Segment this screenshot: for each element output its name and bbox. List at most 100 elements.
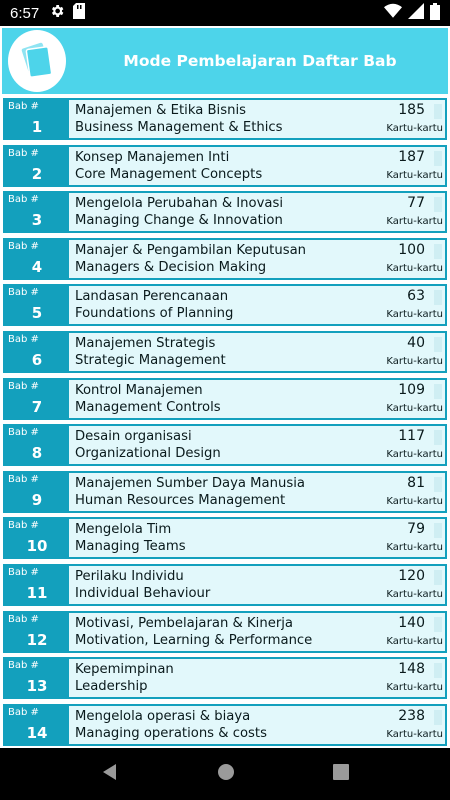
progress-indicator bbox=[434, 104, 442, 119]
card-count-label: Kartu-kartu bbox=[386, 589, 443, 600]
chapter-title-en: Leadership bbox=[75, 679, 148, 695]
chapter-label: Bab # bbox=[8, 706, 39, 718]
signal-icon bbox=[408, 3, 424, 23]
chapter-row[interactable]: Bab # 4 Manajer & Pengambilan Keputusan Man… bbox=[3, 237, 447, 280]
card-count-label: Kartu-kartu bbox=[386, 262, 443, 274]
card-count-label: Kartu-kartu bbox=[386, 309, 443, 321]
chapter-row[interactable]: Bab # 1 Manajemen & Etika Bisnis Business M… bbox=[3, 98, 447, 140]
navigation-bar bbox=[0, 748, 450, 800]
chapter-title-id: Kontrol Manajemen bbox=[75, 382, 203, 398]
progress-indicator bbox=[434, 197, 442, 213]
chapter-number-badge: Bab # 13 bbox=[5, 659, 69, 698]
progress-indicator bbox=[434, 383, 442, 399]
chapter-row[interactable]: Bab # 9 Manajemen Sumber Daya Manusia Human… bbox=[3, 470, 447, 513]
progress-indicator bbox=[434, 570, 442, 585]
progress-indicator bbox=[434, 616, 442, 632]
chapter-label: Bab # bbox=[8, 101, 39, 112]
chapter-number: 4 bbox=[31, 257, 43, 276]
card-count: 187 bbox=[398, 148, 425, 165]
card-count: 77 bbox=[407, 195, 425, 212]
progress-indicator bbox=[434, 709, 442, 725]
card-count: 109 bbox=[398, 381, 425, 398]
recents-icon[interactable] bbox=[333, 764, 349, 784]
chapter-title-en: Managing operations & costs bbox=[75, 725, 267, 741]
chapter-title-id: Mengelola operasi & biaya bbox=[75, 708, 251, 724]
chapter-row[interactable]: Bab # 13 Kepemimpinan Leadership 148 Kartu-ka… bbox=[3, 657, 447, 700]
chapter-titles: Perilaku Individu Individual Behaviour bbox=[75, 568, 375, 602]
card-count-label: Kartu-kartu bbox=[386, 169, 443, 181]
chapter-row[interactable]: Bab # 8 Desain organisasi Organizational De… bbox=[3, 424, 447, 467]
back-icon[interactable] bbox=[101, 763, 119, 785]
chapter-row[interactable]: Bab # 3 Mengelola Perubahan & Inovasi Manag… bbox=[3, 191, 447, 234]
status-time: 6:57 bbox=[10, 4, 40, 22]
home-icon[interactable] bbox=[217, 763, 235, 785]
chapter-title-en: Managers & Decision Making bbox=[75, 259, 267, 275]
card-count-label: Kartu-kartu bbox=[386, 449, 443, 461]
chapter-title-en: Core Management Concepts bbox=[75, 166, 263, 182]
status-bar: 6:57 bbox=[0, 0, 450, 26]
card-count: 81 bbox=[407, 474, 425, 491]
card-count-label: Kartu-kartu bbox=[386, 635, 443, 647]
card-count-label: Kartu-kartu bbox=[386, 356, 443, 367]
chapter-number: 7 bbox=[31, 397, 43, 416]
chapter-row-body: Bab # 4 Manajer & Pengambilan Keputusan Man… bbox=[5, 239, 445, 278]
progress-indicator bbox=[434, 523, 442, 539]
chapter-row[interactable]: Bab # 6 Manajemen Strategis Strategic Manag… bbox=[3, 331, 447, 373]
chapter-row[interactable]: Bab # 2 Konsep Manajemen Inti Core Manageme… bbox=[3, 144, 447, 187]
chapter-row[interactable]: Bab # 12 Motivasi, Pembelajaran & Kinerja M… bbox=[3, 610, 447, 653]
chapter-number: 1 bbox=[31, 118, 43, 136]
chapter-title-id: Perilaku Individu bbox=[75, 569, 184, 584]
chapter-label: Bab # bbox=[8, 147, 39, 159]
chapter-row[interactable]: Bab # 5 Landasan Perencanaan Foundations of… bbox=[3, 284, 447, 327]
chapter-number-badge: Bab # 12 bbox=[5, 612, 69, 651]
chapter-row[interactable]: Bab # 7 Kontrol Manajemen Management Contro… bbox=[3, 377, 447, 420]
chapter-titles: Desain organisasi Organizational Design bbox=[75, 428, 375, 462]
chapter-row[interactable]: Bab # 14 Mengelola operasi & biaya Managing… bbox=[3, 703, 447, 746]
chapter-title-en: Individual Behaviour bbox=[75, 586, 211, 601]
chapter-title-en: Managing Teams bbox=[75, 539, 186, 555]
progress-indicator bbox=[434, 476, 442, 492]
app-header: Mode Pembelajaran Daftar Bab bbox=[2, 28, 448, 94]
chapter-number: 2 bbox=[31, 164, 43, 183]
chapter-number-badge: Bab # 2 bbox=[5, 146, 69, 185]
card-count: 185 bbox=[398, 102, 425, 118]
chapter-row[interactable]: Bab # 11 Perilaku Individu Individual Behav… bbox=[3, 564, 447, 606]
chapter-row-body: Bab # 12 Motivasi, Pembelajaran & Kinerja M… bbox=[5, 612, 445, 651]
chapter-label: Bab # bbox=[8, 567, 39, 578]
chapter-number: 9 bbox=[31, 490, 43, 509]
chapter-label: Bab # bbox=[8, 613, 39, 625]
progress-indicator bbox=[434, 337, 442, 352]
chapter-titles: Mengelola Tim Managing Teams bbox=[75, 521, 375, 555]
chapter-row[interactable]: Bab # 10 Mengelola Tim Managing Teams 79 Kart… bbox=[3, 517, 447, 560]
chapter-number: 12 bbox=[26, 630, 48, 649]
chapter-row-body: Bab # 8 Desain organisasi Organizational De… bbox=[5, 426, 445, 465]
chapter-row-body: Bab # 6 Manajemen Strategis Strategic Manag… bbox=[5, 333, 445, 371]
app-screen: Mode Pembelajaran Daftar Bab Bab # 1 Manaj… bbox=[0, 26, 450, 748]
gear-icon bbox=[49, 3, 65, 23]
chapter-title-id: Mengelola Tim bbox=[75, 522, 172, 538]
chapter-row-body: Bab # 3 Mengelola Perubahan & Inovasi Manag… bbox=[5, 193, 445, 232]
chapter-title-id: Manajemen Sumber Daya Manusia bbox=[75, 475, 305, 491]
chapter-number-badge: Bab # 3 bbox=[5, 193, 69, 232]
chapter-row-body: Bab # 5 Landasan Perencanaan Foundations of… bbox=[5, 286, 445, 325]
card-count: 40 bbox=[407, 335, 425, 351]
chapter-title-id: Manajemen & Etika Bisnis bbox=[75, 103, 246, 118]
chapter-number-badge: Bab # 14 bbox=[5, 705, 69, 744]
card-count: 140 bbox=[398, 614, 425, 631]
chapter-row-body: Bab # 7 Kontrol Manajemen Management Contro… bbox=[5, 379, 445, 418]
chapter-number: 5 bbox=[31, 304, 43, 323]
chapter-number: 3 bbox=[31, 211, 43, 230]
chapter-titles: Mengelola operasi & biaya Managing operat… bbox=[75, 708, 375, 742]
card-count: 148 bbox=[398, 661, 425, 678]
chapter-number: 11 bbox=[26, 584, 48, 602]
chapter-number-badge: Bab # 11 bbox=[5, 566, 69, 604]
chapter-number: 10 bbox=[26, 537, 48, 556]
chapter-row-body: Bab # 14 Mengelola operasi & biaya Managing… bbox=[5, 705, 445, 744]
sd-card-icon bbox=[73, 3, 86, 23]
chapter-titles: Kontrol Manajemen Management Controls bbox=[75, 382, 375, 416]
chapter-label: Bab # bbox=[8, 473, 39, 485]
chapter-number-badge: Bab # 7 bbox=[5, 379, 69, 418]
card-count-label: Kartu-kartu bbox=[386, 216, 443, 228]
chapter-title-id: Kepemimpinan bbox=[75, 662, 174, 678]
chapter-title-id: Konsep Manajemen Inti bbox=[75, 149, 230, 165]
